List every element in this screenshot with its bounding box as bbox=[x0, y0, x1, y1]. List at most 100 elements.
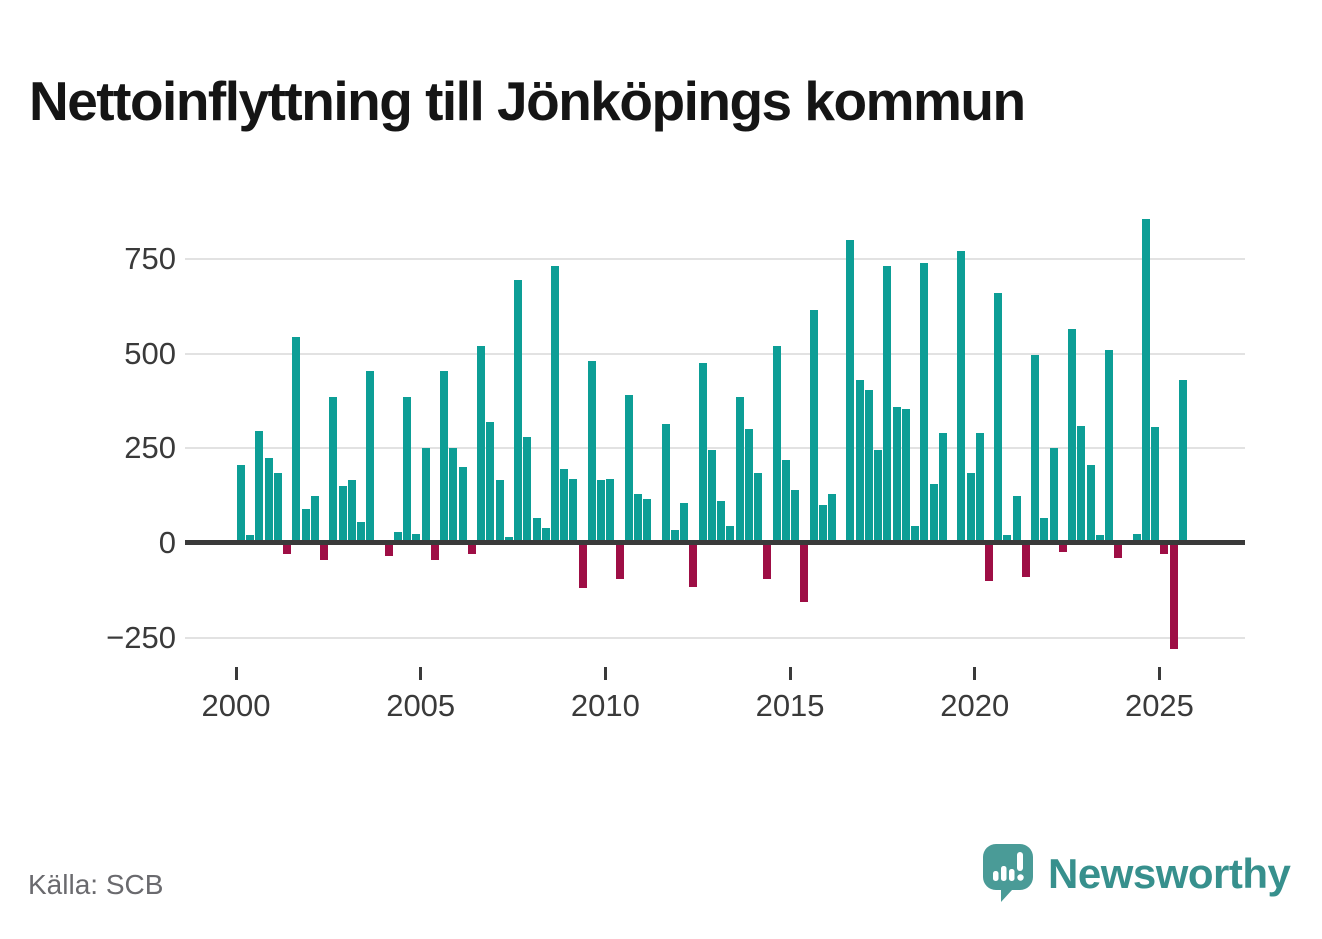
x-axis-label-2005: 2005 bbox=[386, 688, 456, 723]
y-axis-label--250: −250 bbox=[106, 619, 176, 655]
bar-positive bbox=[440, 370, 449, 543]
newsworthy-speech-bubble-bar-chart-icon bbox=[982, 843, 1034, 908]
bar-positive bbox=[643, 499, 652, 543]
bar-positive bbox=[587, 361, 596, 543]
bar-positive bbox=[1031, 355, 1040, 543]
bar-negative bbox=[283, 543, 292, 555]
bar-positive bbox=[606, 478, 615, 543]
bar-positive bbox=[855, 380, 864, 543]
bar-positive bbox=[929, 484, 938, 543]
bar-positive bbox=[874, 450, 883, 543]
x-axis-label-2025: 2025 bbox=[1124, 688, 1194, 723]
x-axis-label-2010: 2010 bbox=[570, 688, 640, 723]
bar-positive bbox=[920, 262, 929, 543]
bar-negative bbox=[689, 543, 698, 587]
bar-positive bbox=[680, 503, 689, 543]
y-axis-label-500: 500 bbox=[124, 335, 176, 371]
bar-positive bbox=[1105, 349, 1114, 543]
bar-positive bbox=[246, 535, 255, 543]
bar-negative bbox=[430, 543, 439, 561]
bar-positive bbox=[1095, 535, 1104, 543]
x-axis-tick-2025 bbox=[1157, 667, 1161, 680]
bar-negative bbox=[984, 543, 993, 581]
bar-negative bbox=[384, 543, 393, 557]
bar-positive bbox=[550, 266, 559, 543]
source-note: Källa: SCB bbox=[28, 869, 164, 900]
bar-negative bbox=[763, 543, 772, 579]
bar-positive bbox=[634, 493, 643, 543]
bar-negative bbox=[1160, 543, 1169, 555]
bar-positive bbox=[717, 501, 726, 543]
bar-positive bbox=[707, 450, 716, 543]
bar-positive bbox=[726, 525, 735, 543]
x-axis-tick-2010 bbox=[603, 667, 607, 680]
bar-negative bbox=[1021, 543, 1030, 578]
bar-positive bbox=[1003, 535, 1012, 543]
bar-positive bbox=[338, 486, 347, 543]
bar-positive bbox=[1012, 495, 1021, 543]
gridline-500 bbox=[185, 352, 1245, 355]
zero-axis-line bbox=[185, 540, 1245, 545]
bar-positive bbox=[1086, 465, 1095, 543]
bar-positive bbox=[403, 397, 412, 543]
bar-negative bbox=[578, 543, 587, 589]
bar-positive bbox=[237, 465, 245, 543]
bar-positive bbox=[255, 431, 264, 543]
y-axis-label-750: 750 bbox=[124, 240, 176, 276]
bar-positive bbox=[412, 533, 421, 543]
bar-positive bbox=[597, 480, 606, 543]
bar-negative bbox=[320, 543, 329, 561]
bar-positive bbox=[569, 478, 578, 543]
bar-positive bbox=[273, 472, 282, 543]
x-axis-label-2015: 2015 bbox=[755, 688, 825, 723]
bar-positive bbox=[560, 469, 569, 543]
bar-positive bbox=[957, 251, 966, 543]
bar-positive bbox=[818, 505, 827, 543]
bar-positive bbox=[1068, 328, 1077, 543]
bar-positive bbox=[1141, 219, 1150, 543]
gridline-750 bbox=[185, 257, 1245, 260]
bar-positive bbox=[357, 522, 366, 543]
bar-negative bbox=[1114, 543, 1123, 559]
y-axis-label-0: 0 bbox=[158, 525, 176, 560]
bar-negative bbox=[467, 543, 476, 555]
bar-positive bbox=[864, 389, 873, 543]
bar-negative bbox=[1169, 543, 1178, 650]
bar-positive bbox=[393, 531, 402, 543]
bar-positive bbox=[486, 421, 495, 543]
gridline--250 bbox=[185, 636, 1245, 639]
y-axis-label-250: 250 bbox=[124, 430, 176, 466]
bar-positive bbox=[901, 408, 910, 543]
brand-name: Newsworthy bbox=[1048, 850, 1291, 897]
bar-positive bbox=[828, 493, 836, 543]
bar-positive bbox=[514, 279, 523, 543]
bar-positive bbox=[366, 370, 375, 543]
bar-positive bbox=[809, 310, 818, 543]
bar-positive bbox=[624, 395, 633, 543]
bar-positive bbox=[661, 423, 670, 543]
bar-positive bbox=[1151, 427, 1160, 543]
bar-positive bbox=[1049, 448, 1058, 543]
x-axis-tick-2005 bbox=[419, 667, 423, 680]
bar-positive bbox=[975, 433, 984, 543]
x-axis-label-2020: 2020 bbox=[940, 688, 1010, 723]
bar-positive bbox=[532, 518, 541, 543]
bar-positive bbox=[421, 448, 430, 543]
bar-positive bbox=[264, 457, 273, 543]
bar-negative bbox=[800, 543, 809, 602]
bar-positive bbox=[846, 239, 855, 543]
bar-positive bbox=[938, 433, 947, 543]
chart-title: Nettoinflyttning till Jönköpings kommun bbox=[29, 69, 1026, 132]
bar-positive bbox=[458, 467, 467, 543]
bar-positive bbox=[1132, 533, 1141, 543]
bar-positive bbox=[449, 448, 458, 543]
bar-positive bbox=[791, 489, 800, 543]
brand-logo: Newsworthy bbox=[982, 843, 1291, 908]
bar-positive bbox=[698, 363, 707, 543]
bar-positive bbox=[772, 346, 781, 543]
bar-positive bbox=[495, 480, 504, 543]
bar-positive bbox=[892, 406, 901, 543]
bar-positive bbox=[994, 292, 1003, 543]
